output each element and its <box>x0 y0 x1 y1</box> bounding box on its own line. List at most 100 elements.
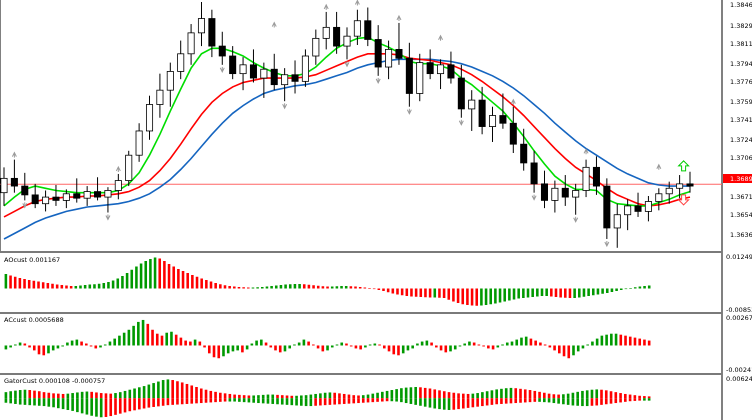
candle[interactable] <box>322 11 330 50</box>
candle[interactable] <box>385 40 393 80</box>
candle[interactable] <box>166 62 174 107</box>
gator-lower-histogram-bar <box>528 398 532 403</box>
candle[interactable] <box>291 60 299 94</box>
gator-lower-histogram-bar <box>428 398 432 408</box>
candle[interactable] <box>426 49 434 80</box>
accust-histogram-bar <box>586 344 589 346</box>
candle[interactable] <box>239 57 247 91</box>
accust-histogram-bar <box>122 332 126 346</box>
gator-lower-histogram-bar <box>295 398 298 406</box>
candle[interactable] <box>312 29 320 65</box>
candle[interactable] <box>613 203 621 248</box>
candle[interactable] <box>624 199 632 231</box>
candle[interactable] <box>572 183 580 215</box>
aocust-histogram-bar <box>564 288 567 298</box>
gator-lower-histogram-bar <box>614 398 618 404</box>
aocust-histogram-bar <box>410 288 413 297</box>
candle[interactable] <box>353 9 361 45</box>
candle[interactable] <box>229 46 237 80</box>
candle[interactable] <box>665 181 673 204</box>
candle[interactable] <box>125 150 133 187</box>
aocust-histogram-bar <box>130 269 134 289</box>
candle[interactable] <box>603 178 611 239</box>
gator-lower-histogram-bar <box>490 398 494 405</box>
candle[interactable] <box>488 106 497 142</box>
gator-upper-histogram-bar <box>647 396 651 399</box>
candle[interactable] <box>301 49 309 87</box>
candle[interactable] <box>551 180 559 213</box>
candle[interactable] <box>509 106 517 154</box>
candle[interactable] <box>395 22 403 65</box>
candle[interactable] <box>114 173 122 200</box>
candle[interactable] <box>582 159 590 198</box>
candle[interactable] <box>644 195 652 222</box>
gatorcust-indicator-window[interactable]: GatorCust 0.000108 -0.000757 0.006246 <box>4 375 752 418</box>
gator-upper-histogram-bar <box>381 391 384 399</box>
candle[interactable] <box>145 95 154 140</box>
accust-indicator-window[interactable]: ACcust 0.0005688 0.0026701 -0.0024127 <box>4 314 752 374</box>
candle[interactable] <box>343 27 351 60</box>
candle[interactable] <box>437 59 445 90</box>
aocust-histogram-bar <box>219 284 222 289</box>
candle[interactable] <box>104 187 112 213</box>
gator-upper-histogram-bar <box>619 393 622 399</box>
aocust-indicator-window[interactable]: AOcust 0.001167 0.012496 -0.008537 <box>4 253 752 314</box>
candle[interactable] <box>333 11 341 54</box>
candle[interactable] <box>281 68 289 102</box>
candle[interactable] <box>468 90 476 131</box>
candle[interactable] <box>561 175 569 206</box>
candle[interactable] <box>478 86 486 135</box>
candle[interactable] <box>177 40 185 80</box>
fractal-down-icon <box>604 240 610 248</box>
candle[interactable] <box>540 170 549 209</box>
gator-upper-histogram-bar <box>409 387 413 399</box>
candle[interactable] <box>218 31 226 65</box>
candle[interactable] <box>634 192 642 217</box>
aocust-histogram-bar <box>438 288 441 298</box>
candle[interactable] <box>0 167 8 206</box>
candle[interactable] <box>73 178 81 203</box>
bullish-candle-body <box>655 193 663 202</box>
candle[interactable] <box>405 42 413 107</box>
candle[interactable] <box>364 7 372 47</box>
accust-histogram-bar <box>231 345 235 352</box>
candle[interactable] <box>94 177 102 201</box>
accust-histogram-bar <box>330 345 334 348</box>
candle[interactable] <box>21 172 29 201</box>
candle[interactable] <box>52 184 60 206</box>
candle[interactable] <box>416 53 424 102</box>
aocust-histogram-bar <box>363 287 367 289</box>
candle[interactable] <box>31 183 39 209</box>
aocust-histogram-bar <box>494 288 497 304</box>
candle[interactable] <box>686 171 694 193</box>
candle[interactable] <box>530 150 538 193</box>
candle[interactable] <box>156 73 164 118</box>
gator-lower-histogram-bar <box>604 398 608 405</box>
candle[interactable] <box>197 2 206 47</box>
candle[interactable] <box>655 188 663 211</box>
candle[interactable] <box>592 156 600 195</box>
gator-upper-histogram-bar <box>609 391 613 399</box>
candle[interactable] <box>208 9 216 58</box>
candle[interactable] <box>135 123 143 162</box>
accust-histogram-bar <box>477 344 481 346</box>
candle[interactable] <box>499 93 507 129</box>
gator-lower-histogram-bar <box>381 398 384 402</box>
candle[interactable] <box>676 175 684 199</box>
candle[interactable] <box>447 51 455 84</box>
candle[interactable] <box>270 53 278 91</box>
gator-upper-histogram-bar <box>581 390 584 399</box>
candle[interactable] <box>457 64 465 118</box>
candle[interactable] <box>10 159 18 193</box>
candle[interactable] <box>62 189 70 209</box>
bearish-candle-body <box>218 45 226 57</box>
candle[interactable] <box>187 24 195 65</box>
candle[interactable] <box>83 186 91 206</box>
candle[interactable] <box>260 62 268 98</box>
candle[interactable] <box>42 190 50 212</box>
candle[interactable] <box>249 49 257 83</box>
candle[interactable] <box>520 128 528 171</box>
candle[interactable] <box>374 25 382 76</box>
